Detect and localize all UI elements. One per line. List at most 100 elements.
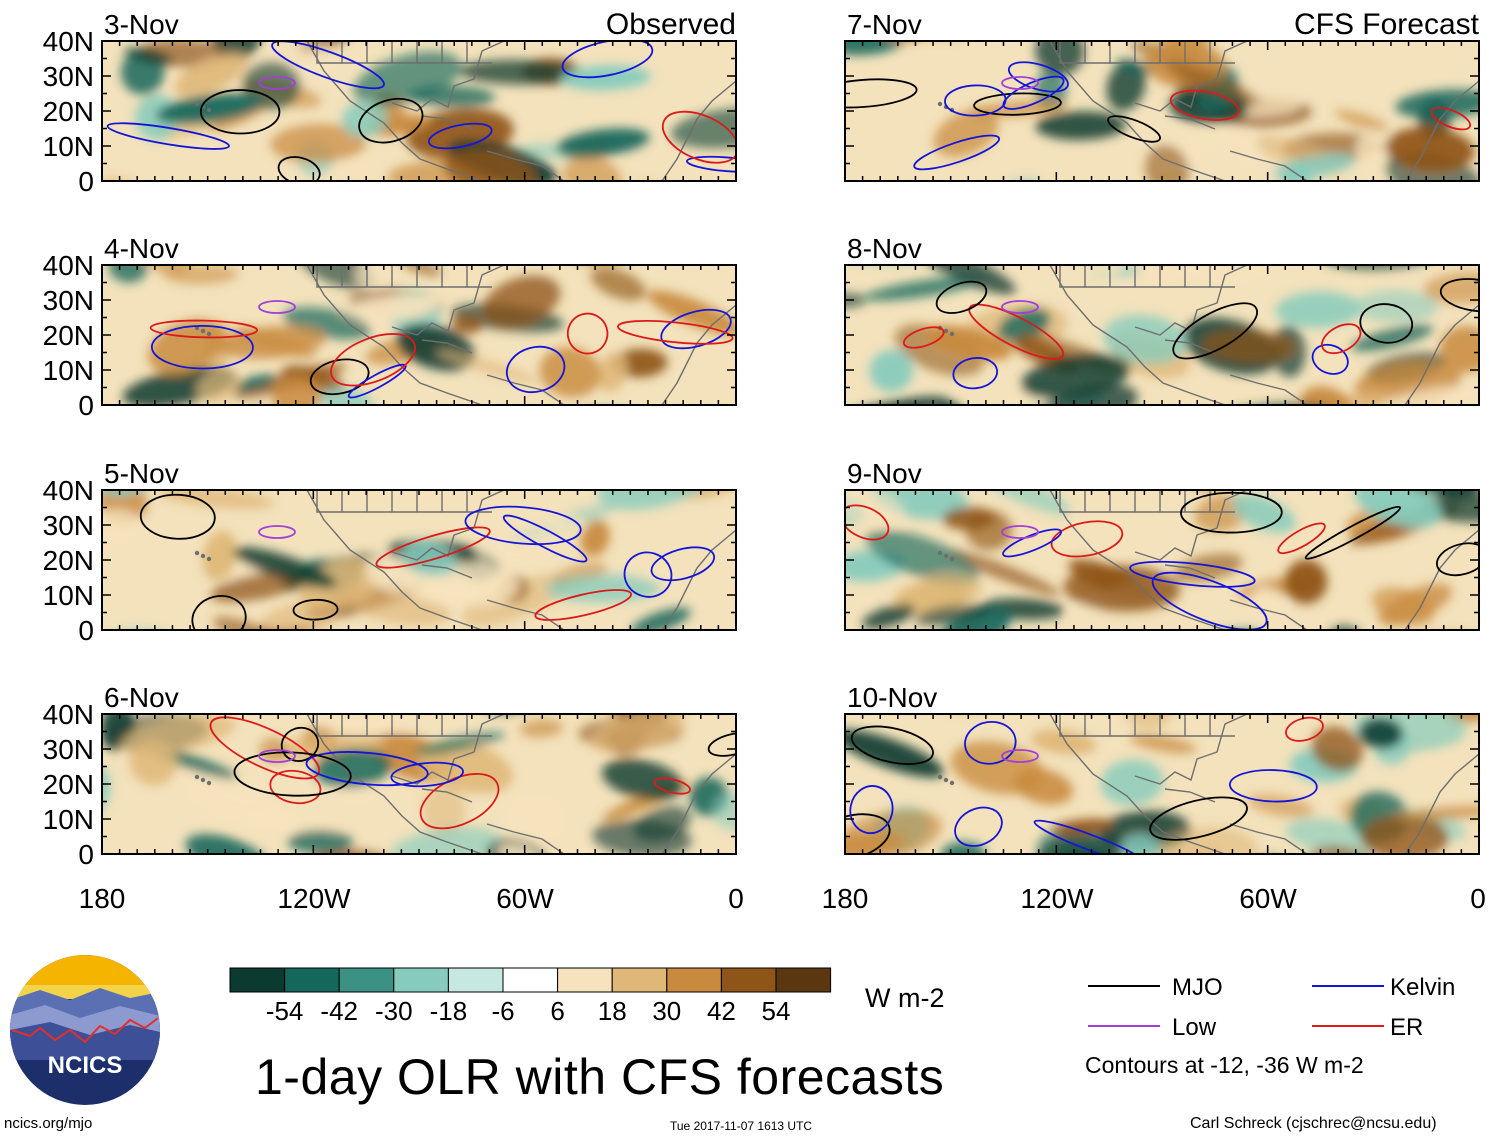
lat-tick: 20N: [43, 545, 94, 576]
forecast-panel: 8-Nov: [844, 233, 1480, 406]
panel-header-label: CFS Forecast: [1294, 8, 1480, 41]
lon-axis-left: 180 120W 60W 0: [79, 883, 744, 914]
coastlines: [937, 265, 1479, 405]
ncics-logo: NCICS: [10, 955, 160, 1105]
panel-date-label: 8-Nov: [847, 233, 922, 264]
wave-contours: [845, 491, 1479, 630]
footer-timestamp: Tue 2017-11-07 1613 UTC: [670, 1119, 813, 1133]
lat-tick: 30N: [43, 510, 94, 541]
lat-tick: 0: [78, 615, 94, 646]
lat-tick: 30N: [43, 734, 94, 765]
wave-contours: [139, 493, 716, 630]
lon-tick: 180: [822, 883, 869, 914]
colorbar-swatch: [229, 967, 286, 993]
wave-contours: [106, 41, 736, 181]
observed-panel: 6-Nov 40N 30N 20N 10N 0: [43, 682, 737, 870]
lat-tick: 20N: [43, 96, 94, 127]
coastlines: [937, 490, 1479, 630]
colorbar-tick-label: -30: [375, 996, 413, 1026]
colorbar-tick-label: 54: [762, 996, 791, 1026]
colorbar-tick-label: 18: [598, 996, 627, 1026]
lat-tick: 40N: [43, 26, 94, 57]
legend-er-label: ER: [1390, 1014, 1423, 1041]
footer-credit: Carl Schreck (cjschrec@ncsu.edu): [1190, 1115, 1437, 1132]
panel-ticks: [101, 489, 737, 631]
lon-tick: 120W: [1020, 883, 1094, 914]
observed-panel: 5-Nov 40N 30N 20N 10N 0: [43, 458, 737, 646]
lat-tick: 10N: [43, 580, 94, 611]
olr-anomaly-field: [845, 490, 1479, 630]
lat-tick: 0: [78, 166, 94, 197]
lat-tick: 10N: [43, 804, 94, 835]
wave-contours: [902, 278, 1479, 390]
coastlines: [937, 41, 1479, 181]
coastlines: [194, 265, 736, 405]
panel-ticks: [844, 489, 1480, 631]
colorbar-swatch: [666, 967, 722, 993]
lat-tick: 0: [78, 839, 94, 870]
lat-tick: 40N: [43, 699, 94, 730]
panel-date-label: 5-Nov: [104, 458, 179, 489]
olr-anomaly-field: [102, 490, 736, 630]
legend-mjo-label: MJO: [1172, 974, 1223, 1001]
colorbar-swatch: [775, 967, 832, 993]
colorbar-swatch: [502, 967, 559, 993]
lat-tick: 20N: [43, 769, 94, 800]
wave-contours: [209, 716, 736, 830]
lon-tick: 120W: [277, 883, 351, 914]
lat-tick: 10N: [43, 355, 94, 386]
colorbar-tick-label: 6: [550, 996, 564, 1026]
lat-tick: 0: [78, 390, 94, 421]
colorbar-swatch: [338, 967, 395, 993]
panel-ticks: [101, 264, 737, 406]
colorbar-units: W m-2: [865, 983, 944, 1013]
colorbar: -54 -42 -30 -18 -6 6 18 30 42 54: [229, 967, 832, 1026]
observed-panel: 3-Nov Observed 40N 30N 20N 10N 0: [43, 8, 737, 197]
lon-tick: 60W: [496, 883, 554, 914]
panel-date-label: 4-Nov: [104, 233, 179, 264]
coastlines: [194, 714, 736, 854]
panel-header-label: Observed: [606, 8, 736, 41]
colorbar-swatch: [611, 967, 668, 993]
colorbar-tick-label: 30: [652, 996, 681, 1026]
legend-note: Contours at -12, -36 W m-2: [1085, 1052, 1364, 1078]
wave-contours: [149, 300, 734, 399]
panel-ticks: [844, 264, 1480, 406]
lon-axis-right: 180 120W 60W 0: [822, 883, 1486, 914]
forecast-panel: 7-Nov CFS Forecast: [844, 8, 1480, 182]
panel-date-label: 10-Nov: [847, 682, 937, 713]
lat-tick: 30N: [43, 61, 94, 92]
panel-ticks: [844, 713, 1480, 855]
olr-anomaly-field: [845, 41, 1479, 181]
colorbar-tick-label: -6: [491, 996, 514, 1026]
colorbar-swatch: [720, 967, 777, 993]
lon-tick: 60W: [1239, 883, 1297, 914]
legend-low-label: Low: [1172, 1014, 1217, 1041]
legend-kelvin-label: Kelvin: [1390, 974, 1455, 1001]
colorbar-tick-label: 42: [707, 996, 736, 1026]
forecast-panel: 9-Nov: [844, 458, 1480, 631]
figure-title: 1-day OLR with CFS forecasts: [255, 1049, 945, 1105]
lat-tick: 20N: [43, 320, 94, 351]
olr-anomaly-field: [845, 265, 1479, 405]
footer-url: ncics.org/mjo: [4, 1115, 93, 1132]
lat-tick: 40N: [43, 475, 94, 506]
lat-tick: 10N: [43, 131, 94, 162]
olr-anomaly-field: [102, 714, 736, 854]
panel-ticks: [101, 40, 737, 182]
panel-date-label: 6-Nov: [104, 682, 179, 713]
panel-date-label: 3-Nov: [104, 9, 179, 40]
lon-tick: 180: [79, 883, 126, 914]
colorbar-swatch: [447, 967, 504, 993]
lat-tick: 40N: [43, 250, 94, 281]
colorbar-swatch: [284, 967, 340, 993]
lon-tick: 0: [728, 883, 744, 914]
legend: MJO Kelvin Low ER Contours at -12, -36 W…: [1085, 974, 1455, 1078]
lon-tick: 0: [1470, 883, 1486, 914]
coastlines: [194, 490, 736, 630]
olr-anomaly-field: [108, 265, 736, 405]
colorbar-swatch: [557, 967, 613, 993]
lat-tick: 30N: [43, 285, 94, 316]
panel-date-label: 9-Nov: [847, 458, 922, 489]
